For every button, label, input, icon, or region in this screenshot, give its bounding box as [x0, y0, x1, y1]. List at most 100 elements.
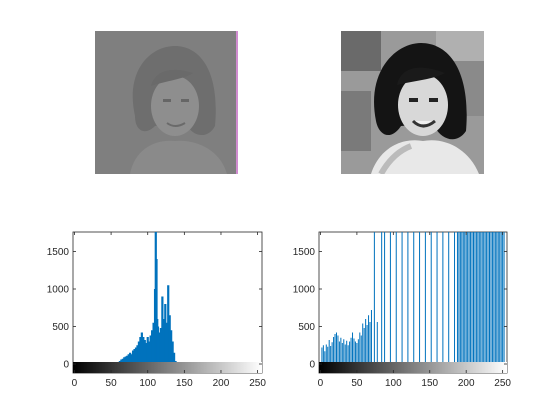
histogram-bar — [389, 232, 391, 364]
histogram-bar — [419, 232, 421, 364]
y-tick-label: 0 — [309, 360, 315, 371]
histogram-bar — [340, 337, 342, 364]
histogram-bar — [481, 232, 483, 364]
histogram-bar — [470, 232, 472, 364]
histogram-bar — [369, 322, 371, 364]
grayscale-colorbar — [73, 362, 262, 373]
x-tick-label: 200 — [213, 378, 230, 389]
histogram-bar — [465, 232, 467, 364]
histogram-bar — [172, 352, 176, 364]
histogram-bar — [133, 349, 136, 364]
y-tick-label: 500 — [52, 322, 69, 333]
histogram-bar — [496, 232, 498, 364]
equalized-photo-graphic — [341, 31, 484, 174]
histogram-bar — [337, 335, 339, 364]
axes-box — [318, 231, 508, 374]
histogram-bar — [142, 337, 145, 364]
histogram-panel-1: 0 50 100 150 200 250 0 500 1000 1500 — [47, 231, 266, 389]
histogram-bar — [350, 337, 352, 364]
original-image — [95, 31, 238, 174]
histogram-bar — [467, 232, 469, 364]
histogram-bar — [121, 358, 124, 364]
histogram-bar — [362, 323, 364, 364]
histogram-panel-2: 0 50 100 150 200 250 0 500 1000 1500 — [293, 231, 511, 389]
histogram-bar — [324, 351, 326, 364]
histogram-bar — [327, 346, 329, 364]
histogram-bar — [368, 315, 370, 364]
histogram-bar — [162, 319, 165, 364]
histogram-bar — [331, 342, 333, 364]
x-tick-label: 100 — [385, 378, 402, 389]
original-photo-graphic — [95, 31, 238, 174]
histogram-bar — [129, 352, 132, 364]
histogram-bar — [483, 232, 485, 364]
histogram-bar — [334, 334, 336, 364]
histogram-bar — [149, 335, 152, 364]
histogram-bar — [328, 340, 330, 364]
histogram-bar — [120, 359, 123, 364]
histogram-bar — [478, 232, 480, 364]
histogram-bar — [356, 343, 358, 364]
histogram-bar — [145, 343, 148, 364]
histogram-bar — [158, 332, 161, 364]
histogram-bar — [370, 310, 372, 364]
histogram-bar — [159, 328, 163, 364]
histogram-bar — [477, 232, 479, 364]
grayscale-colorbar — [319, 362, 507, 373]
histogram-bar — [136, 345, 139, 364]
x-tick-label: 250 — [249, 378, 266, 389]
histogram-bar — [442, 232, 444, 364]
x-tick-label: 250 — [494, 378, 511, 389]
histogram-bar — [341, 343, 343, 364]
histogram-bar — [168, 315, 171, 364]
histogram-bar — [330, 346, 332, 364]
x-tick-label: 150 — [176, 378, 193, 389]
equalized-image — [341, 31, 484, 174]
histogram-bar — [491, 232, 493, 364]
histogram-bar — [381, 232, 383, 364]
histogram-bar — [131, 350, 135, 364]
histogram-bar — [346, 340, 348, 364]
histogram-bar — [137, 341, 141, 364]
histogram-bar — [126, 355, 129, 364]
histogram-bar — [413, 232, 415, 364]
histogram-bar — [436, 232, 438, 364]
histogram-bar — [461, 232, 463, 364]
histogram-bar — [474, 232, 476, 364]
x-tick-label: 150 — [421, 378, 438, 389]
histogram-bar — [468, 232, 470, 364]
histogram-bar — [353, 338, 355, 364]
histogram-bar — [365, 319, 367, 364]
histogram-bar — [143, 340, 146, 364]
y-tick-label: 0 — [63, 360, 69, 371]
histogram-bar — [360, 335, 362, 364]
histogram-bar — [503, 232, 505, 364]
histogram-bar — [359, 332, 361, 364]
histogram-bar — [373, 232, 375, 364]
histogram-bar — [171, 341, 174, 364]
x-tick-label: 50 — [106, 378, 118, 389]
x-tick-label: 200 — [458, 378, 475, 389]
histogram-bar — [167, 285, 170, 364]
histogram-bar — [502, 232, 504, 364]
histogram-bar — [156, 326, 160, 364]
histogram-bar — [352, 332, 354, 364]
histogram-bar — [448, 232, 450, 364]
histogram-bar — [384, 232, 386, 364]
histogram-bar — [454, 232, 456, 364]
histogram-bar — [321, 347, 323, 364]
histogram-bar — [499, 232, 501, 364]
histogram-bar — [349, 341, 351, 364]
histogram-bar — [139, 337, 142, 364]
histogram-bar — [124, 356, 127, 364]
histogram-bar — [148, 341, 151, 364]
histogram-bar — [462, 232, 464, 364]
histogram-bar — [497, 232, 499, 364]
histogram-bar — [407, 232, 409, 364]
y-tick-label: 1500 — [293, 247, 316, 258]
histogram-bar — [140, 332, 143, 364]
histogram-bar — [165, 322, 168, 364]
histogram-bar — [357, 339, 359, 364]
x-tick-label: 0 — [318, 378, 324, 389]
